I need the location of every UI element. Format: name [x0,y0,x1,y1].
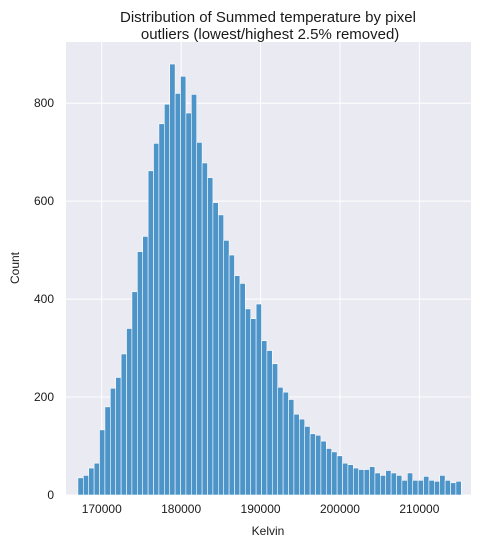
histogram-bar [390,472,397,496]
histogram-bar [115,377,122,496]
histogram-bar [353,467,360,496]
histogram-bar [455,480,462,496]
histogram-bar [250,318,257,496]
histogram-bar [164,103,171,496]
histogram-bar [401,480,408,496]
histogram-bar [255,303,262,496]
histogram-bar [450,482,457,496]
histogram-bar [131,291,138,496]
histogram-bar [104,406,111,496]
histogram-bar [272,363,279,496]
histogram-bar [385,470,392,496]
histogram-bar [342,462,349,496]
x-axis-label: Kelvin [252,524,285,538]
histogram-bar [358,469,365,496]
histogram-bar [363,469,370,496]
histogram-bar [304,426,311,496]
histogram-bar [239,283,246,496]
histogram-bar [320,440,327,496]
histogram-bar [169,63,176,496]
histogram-bar [412,480,419,496]
histogram-bar [245,308,252,496]
histogram-bar [293,413,300,496]
histogram-bar [191,94,198,496]
histogram-bar [380,475,387,496]
histogram-bar [196,142,203,496]
histogram-bar [147,170,154,496]
histogram-bar [99,429,106,496]
x-tick-label: 200000 [320,502,360,516]
histogram-bar [174,93,181,496]
histogram-bar [126,328,133,496]
histogram-bar [137,251,144,496]
histogram-bar [83,475,90,496]
histogram-bar [407,472,414,496]
histogram-bar [153,143,160,496]
histogram-bar [223,240,230,496]
y-tick-label: 800 [34,96,54,110]
histogram-bar [336,455,343,496]
histogram-bar [347,464,354,496]
histogram-bar [277,386,284,496]
histogram-bar [110,387,117,496]
histogram-bar [444,480,451,496]
x-tick-label: 210000 [399,502,439,516]
histogram-bar [266,350,273,496]
histogram-bar [299,418,306,496]
histogram-bar [434,480,441,496]
x-ticks: 170000 180000 190000 200000 210000 [82,502,440,516]
histogram-bar [288,399,295,496]
y-ticks: 0 200 400 600 800 [34,96,54,502]
histogram-bar [218,214,225,496]
histogram-bar [309,433,316,496]
histogram-bar [234,275,241,496]
histogram-bar [185,112,192,496]
y-tick-label: 200 [34,390,54,404]
histogram-bar [331,451,338,496]
histogram-bar [282,391,289,496]
histogram-bar [326,448,333,496]
y-tick-label: 0 [47,488,54,502]
histogram-bar [396,475,403,496]
chart-title-line-2: outliers (lowest/highest 2.5% removed) [137,26,400,43]
x-tick-label: 180000 [161,502,201,516]
histogram-bar [77,477,84,496]
histogram-bar [158,123,165,496]
histogram-bar [439,475,446,496]
histogram-bar [201,162,208,496]
histogram-bar [369,466,376,496]
histogram-bar [228,254,235,496]
histogram-bar [120,353,127,496]
histogram-bar [374,472,381,496]
histogram-bar [180,75,187,496]
x-tick-label: 190000 [241,502,281,516]
y-tick-label: 400 [34,292,54,306]
histogram-bar [423,476,430,496]
histogram-bar [207,177,214,496]
histogram-bar [428,480,435,496]
histogram-bar [88,467,95,496]
bars [77,63,462,496]
histogram-bar [315,434,322,496]
histogram-bar [142,236,149,496]
y-axis-label: Count [8,251,22,284]
chart-title-line-1: Distribution of Summed temperature by pi… [120,9,416,26]
histogram-bar [93,462,100,496]
y-tick-label: 600 [34,194,54,208]
histogram-bar [261,340,268,496]
histogram-bar [417,480,424,496]
histogram-bar [212,202,219,496]
x-tick-label: 170000 [82,502,122,516]
